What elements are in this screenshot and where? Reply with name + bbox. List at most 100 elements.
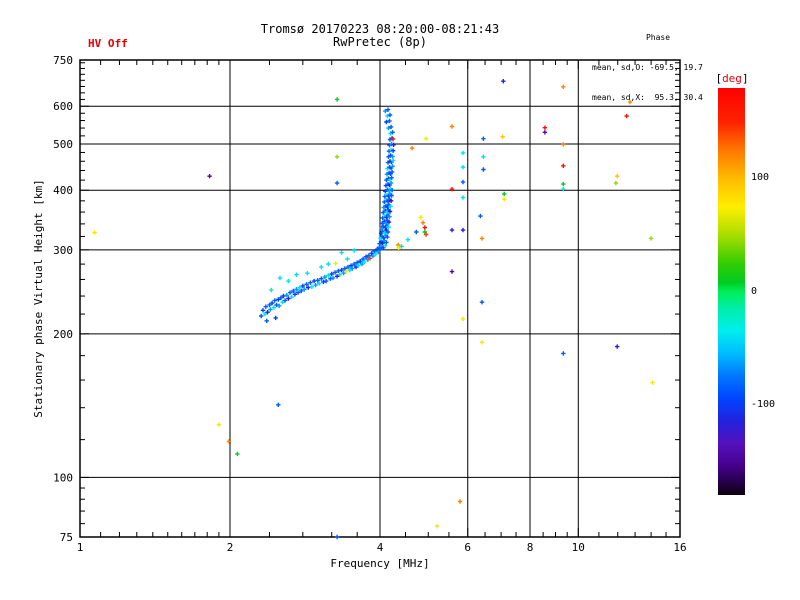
scatter-point [284, 293, 289, 298]
scatter-point [334, 154, 340, 159]
scatter-point [330, 275, 336, 281]
scatter-point [264, 318, 269, 323]
scatter-point [278, 295, 284, 300]
y-axis-tick-label: 300 [53, 244, 73, 257]
scatter-point [390, 154, 395, 159]
scatter-point [235, 451, 240, 457]
scatter-point [389, 175, 394, 180]
scatter-point [337, 272, 342, 277]
scatter-point [280, 300, 285, 305]
scatter-point [390, 136, 396, 142]
scatter-point [373, 251, 378, 257]
scatter-point [352, 248, 357, 253]
scatter-point [460, 179, 466, 185]
scatter-point [384, 119, 389, 125]
y-axis-tick-label: 200 [53, 328, 73, 341]
scatter-point [265, 310, 270, 315]
scatter-point [277, 275, 283, 281]
scatter-point [389, 169, 395, 175]
scatter-point [418, 215, 423, 220]
x-axis-tick-label: 16 [673, 541, 686, 554]
scatter-point [305, 271, 310, 276]
scatter-point [449, 187, 455, 192]
scatter-point [399, 244, 404, 249]
plot-title: Tromsø 20170223 08:20:00-08:21:43 [260, 22, 500, 36]
scatter-point [387, 209, 393, 214]
scatter-point [348, 263, 354, 268]
scatter-point [376, 249, 381, 255]
scatter-point [271, 305, 277, 310]
scatter-point [334, 534, 340, 540]
scatter-point [502, 197, 507, 202]
scatter-point [341, 271, 346, 276]
scatter-point [343, 269, 349, 274]
scatter-point [561, 142, 566, 147]
x-axis-title: Frequency [MHz] [330, 557, 429, 570]
scatter-point [390, 164, 395, 169]
scatter-point [615, 174, 620, 179]
phase-stats-title: Phase [645, 33, 671, 42]
scatter-point [262, 311, 268, 317]
phase-stats-x-line: mean, sd,X: 95.3, 30.4 [592, 93, 703, 102]
phase-stats-block: Phase mean, sd,O: -69.5, 19.7 mean, sd,X… [592, 13, 724, 123]
scatter-point [460, 150, 466, 156]
scatter-point [260, 308, 266, 313]
scatter-point [300, 283, 305, 289]
scatter-point [449, 269, 455, 274]
scatter-point [345, 256, 350, 262]
scatter-point [286, 296, 291, 301]
scatter-point [460, 227, 466, 233]
scatter-point [479, 236, 485, 241]
scatter-point [299, 288, 304, 294]
scatter-point [650, 380, 655, 385]
y-axis-tick-label: 75 [60, 531, 73, 544]
scatter-point [420, 220, 426, 225]
scatter-point [422, 225, 427, 230]
scatter-point [286, 278, 291, 284]
scatter-point [259, 313, 264, 319]
scatter-point [380, 240, 385, 246]
scatter-point [561, 181, 566, 187]
scatter-point [561, 84, 566, 89]
x-axis-tick-label: 10 [572, 541, 585, 554]
scatter-point [409, 146, 415, 151]
scatter-point [282, 298, 288, 303]
x-axis-tick-label: 4 [377, 541, 384, 554]
scatter-point [272, 298, 277, 303]
scatter-point [322, 274, 327, 280]
scatter-point [294, 287, 299, 292]
scatter-point [389, 188, 395, 193]
scatter-point [388, 124, 394, 130]
colorbar-bracket-close: ] [741, 72, 749, 85]
scatter-point [92, 230, 97, 235]
scatter-point [366, 253, 372, 258]
scatter-point [304, 282, 309, 287]
scatter-point [216, 422, 222, 427]
y-axis-tick-label: 500 [53, 138, 73, 151]
y-axis-tick-label: 600 [53, 100, 73, 113]
scatter-point [334, 180, 340, 186]
scatter-point [226, 439, 232, 444]
scatter-point [561, 163, 566, 168]
scatter-point [383, 108, 388, 114]
scatter-point [267, 302, 272, 308]
scatter-point [359, 261, 365, 267]
scatter-point [423, 136, 429, 141]
scatter-point [389, 193, 394, 198]
scatter-point [319, 276, 324, 281]
scatter-point [390, 158, 396, 163]
scatter-point [339, 267, 344, 273]
colorbar [718, 88, 745, 495]
scatter-point [386, 219, 392, 225]
scatter-point [385, 229, 391, 235]
scatter-point [321, 279, 326, 285]
scatter-point [289, 294, 294, 300]
x-axis-tick-label: 6 [464, 541, 471, 554]
scatter-point [390, 130, 395, 135]
scatter-point [386, 125, 391, 131]
scatter-point [481, 154, 486, 159]
scatter-point [302, 287, 307, 292]
scatter-point [207, 174, 212, 179]
scatter-point [414, 229, 419, 235]
